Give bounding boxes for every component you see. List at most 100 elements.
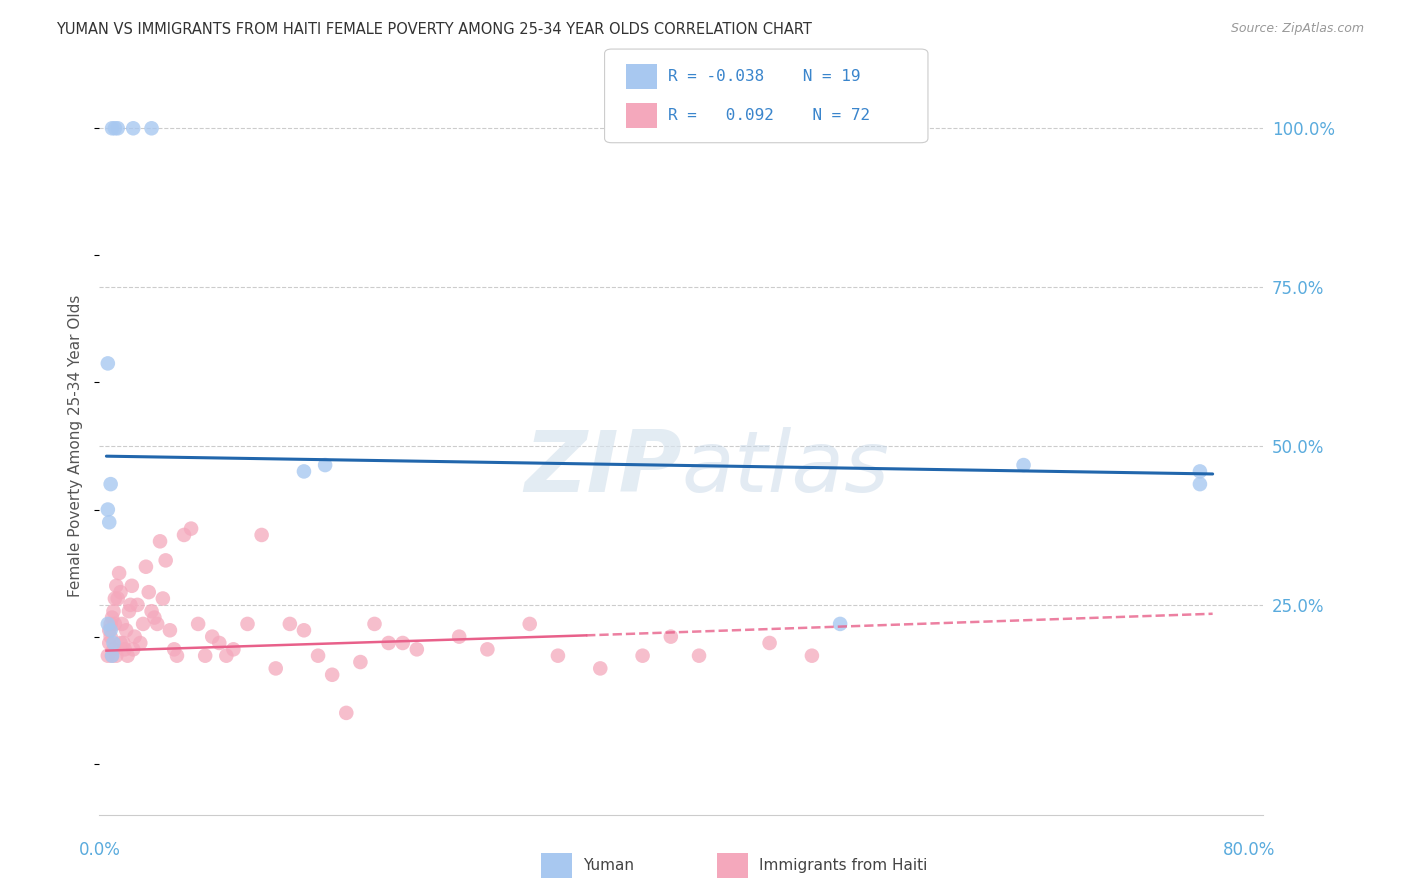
Point [141, 121, 163, 136]
Point [830, 616, 852, 631]
Point [100, 624, 122, 638]
Point [132, 616, 155, 631]
Point [391, 636, 413, 650]
Point [100, 630, 122, 644]
Text: ZIP: ZIP [524, 426, 682, 509]
Point [1012, 458, 1035, 472]
Text: R =   0.092    N = 72: R = 0.092 N = 72 [668, 108, 870, 122]
Point [138, 585, 160, 599]
Point [688, 648, 710, 663]
Point [100, 477, 122, 491]
Point [110, 636, 132, 650]
Point [292, 624, 315, 638]
Point [129, 636, 152, 650]
Point [449, 630, 471, 644]
Point [101, 648, 124, 663]
Point [122, 121, 145, 136]
Point [307, 648, 329, 663]
Text: Yuman: Yuman [583, 858, 634, 872]
Point [477, 642, 499, 657]
Point [201, 630, 224, 644]
Point [547, 648, 569, 663]
Point [127, 598, 149, 612]
Point [758, 636, 780, 650]
Point [589, 661, 612, 675]
Point [112, 636, 135, 650]
Point [166, 648, 188, 663]
Point [187, 616, 209, 631]
Point [208, 636, 231, 650]
Point [105, 648, 128, 663]
Text: R = -0.038    N = 19: R = -0.038 N = 19 [668, 70, 860, 84]
Point [141, 604, 163, 618]
Point [101, 648, 124, 663]
Point [519, 616, 541, 631]
Text: YUMAN VS IMMIGRANTS FROM HAITI FEMALE POVERTY AMONG 25-34 YEAR OLDS CORRELATION : YUMAN VS IMMIGRANTS FROM HAITI FEMALE PO… [56, 22, 813, 37]
Point [117, 648, 139, 663]
Point [215, 648, 238, 663]
Text: Immigrants from Haiti: Immigrants from Haiti [759, 858, 928, 872]
Point [122, 642, 145, 657]
Point [103, 636, 125, 650]
Point [104, 616, 127, 631]
Point [314, 458, 336, 472]
Point [335, 706, 357, 720]
Point [121, 579, 143, 593]
Point [363, 616, 385, 631]
Point [105, 579, 128, 593]
Point [115, 624, 138, 638]
Point [98, 624, 121, 638]
Text: 0.0%: 0.0% [79, 841, 121, 859]
Point [146, 616, 169, 631]
Point [107, 121, 129, 136]
Point [118, 604, 141, 618]
Text: atlas: atlas [682, 426, 890, 509]
Point [405, 642, 427, 657]
Point [104, 591, 127, 606]
Point [97, 356, 120, 370]
Text: Source: ZipAtlas.com: Source: ZipAtlas.com [1230, 22, 1364, 36]
Point [152, 591, 174, 606]
Point [659, 630, 682, 644]
Point [97, 648, 120, 663]
Text: 80.0%: 80.0% [1223, 841, 1275, 859]
Point [143, 610, 166, 624]
Point [377, 636, 399, 650]
Point [101, 121, 124, 136]
Point [159, 624, 181, 638]
Point [149, 534, 172, 549]
Point [631, 648, 654, 663]
Point [124, 630, 146, 644]
Point [173, 528, 195, 542]
Point [108, 566, 131, 580]
Point [800, 648, 823, 663]
Point [292, 464, 315, 478]
Point [104, 121, 127, 136]
Point [278, 616, 301, 631]
Point [222, 642, 245, 657]
Point [155, 553, 177, 567]
Point [1188, 464, 1211, 478]
Point [107, 591, 129, 606]
Point [236, 616, 259, 631]
Point [110, 585, 132, 599]
Point [111, 616, 134, 631]
Point [163, 642, 186, 657]
Point [103, 642, 125, 657]
Point [1188, 477, 1211, 491]
Point [103, 604, 125, 618]
Point [321, 667, 343, 681]
Point [180, 522, 202, 536]
Point [114, 642, 136, 657]
Y-axis label: Female Poverty Among 25-34 Year Olds: Female Poverty Among 25-34 Year Olds [69, 295, 83, 597]
Point [250, 528, 273, 542]
Point [120, 598, 142, 612]
Point [349, 655, 371, 669]
Point [101, 610, 124, 624]
Point [98, 636, 121, 650]
Point [100, 616, 122, 631]
Point [97, 616, 120, 631]
Point [135, 559, 157, 574]
Point [98, 515, 121, 529]
Point [194, 648, 217, 663]
